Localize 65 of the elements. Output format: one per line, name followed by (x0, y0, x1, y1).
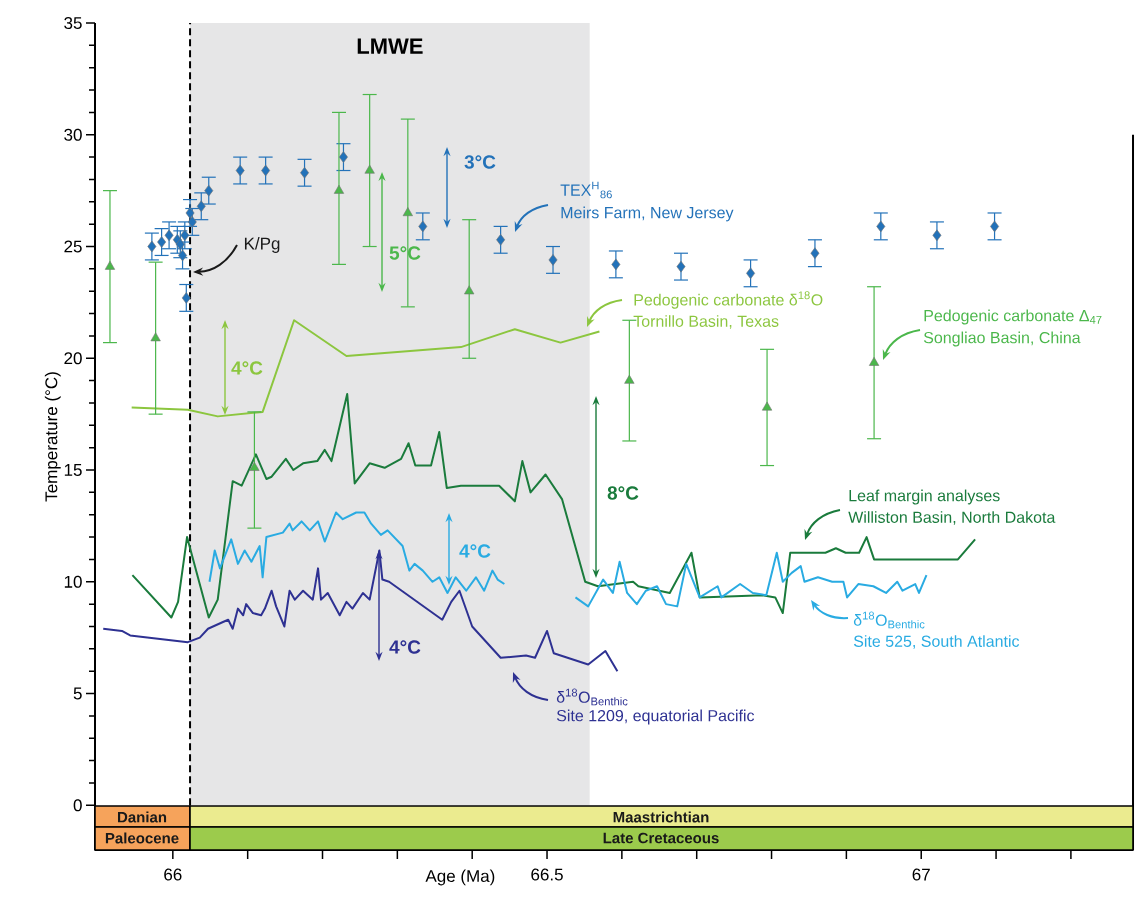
point (869, 356, 880, 366)
annotation: Meirs Farm, New Jersey (561, 206, 734, 222)
point (676, 260, 686, 273)
point (746, 267, 756, 280)
annotation: Williston Basin, North Dakota (848, 511, 1056, 525)
annotation: 4°C (389, 640, 421, 654)
annotation: δ$^{18}$O$_{Benthic}$ (853, 611, 925, 629)
y-tick-label: 0 (73, 799, 82, 812)
y-tick-label: 15 (64, 464, 82, 476)
annotation: Maastrichtian (613, 811, 709, 823)
x-tick-label: 66.5 (531, 868, 563, 881)
y-tick-label: 10 (64, 575, 82, 588)
point (261, 164, 271, 177)
x-tick-label: 66 (164, 868, 182, 881)
point (185, 207, 195, 219)
annotation: δ$^{18}$O$_{Benthic}$ (556, 688, 628, 706)
point (204, 184, 214, 197)
annotation: Tornillo Basin, Texas (633, 315, 779, 329)
y-tick-label: 20 (64, 352, 82, 365)
annotation: 4°C (459, 544, 491, 558)
x-axis-title: Age (Ma) (425, 869, 495, 886)
point (235, 164, 245, 177)
point (761, 401, 773, 411)
annotation: Site 1209, equatorial Pacific (556, 709, 755, 725)
point (624, 374, 635, 384)
y-tick-label: 35 (64, 16, 82, 30)
point (611, 258, 621, 271)
y-axis-title: Temperature (°C) (44, 372, 61, 502)
point (418, 220, 428, 233)
point (150, 332, 161, 342)
point (876, 220, 886, 233)
annotation: Site 525, South Atlantic (853, 635, 1020, 649)
annotation: K/Pg (244, 237, 280, 253)
annotation: 4°C (231, 361, 263, 375)
annotation: Paleocene (105, 832, 179, 844)
point (249, 461, 260, 471)
y-tick-label: 25 (64, 240, 82, 253)
point (104, 260, 116, 270)
y-tick-label: 30 (64, 128, 82, 141)
annotation: Songliao Basin, China (923, 331, 1081, 347)
point (333, 184, 345, 194)
annotation: Danian (118, 811, 167, 823)
point (181, 292, 191, 304)
point (496, 234, 506, 246)
y-tick-label: 5 (73, 687, 82, 700)
annotation: Pedogenic carbonate δ$^{18}$O (634, 291, 823, 309)
band-label: LMWE (357, 38, 423, 54)
annotation: 8°C (607, 486, 639, 500)
point (339, 151, 348, 163)
annotation: 3°C (464, 155, 496, 169)
point (187, 216, 197, 228)
annotation: Leaf margin analyses (849, 489, 1000, 505)
point (147, 240, 157, 253)
line-series (130, 319, 601, 418)
point (548, 254, 558, 266)
point (464, 285, 475, 295)
point (932, 229, 942, 242)
point (364, 164, 375, 174)
point (402, 207, 413, 217)
point (196, 200, 206, 213)
annotation: TEX$^{H}$86 (560, 181, 612, 199)
annotation: Late Cretaceous (603, 832, 719, 844)
point (810, 247, 820, 260)
annotation: Pedogenic carbonate Δ$_{47}$ (924, 309, 1102, 325)
x-tick-label: 67 (912, 868, 930, 881)
